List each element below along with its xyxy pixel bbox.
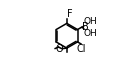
- Text: B: B: [82, 22, 88, 32]
- Text: O: O: [56, 44, 63, 54]
- Text: Cl: Cl: [76, 44, 86, 54]
- Text: OH: OH: [84, 29, 98, 38]
- Text: OH: OH: [84, 17, 98, 26]
- Text: F: F: [67, 9, 73, 19]
